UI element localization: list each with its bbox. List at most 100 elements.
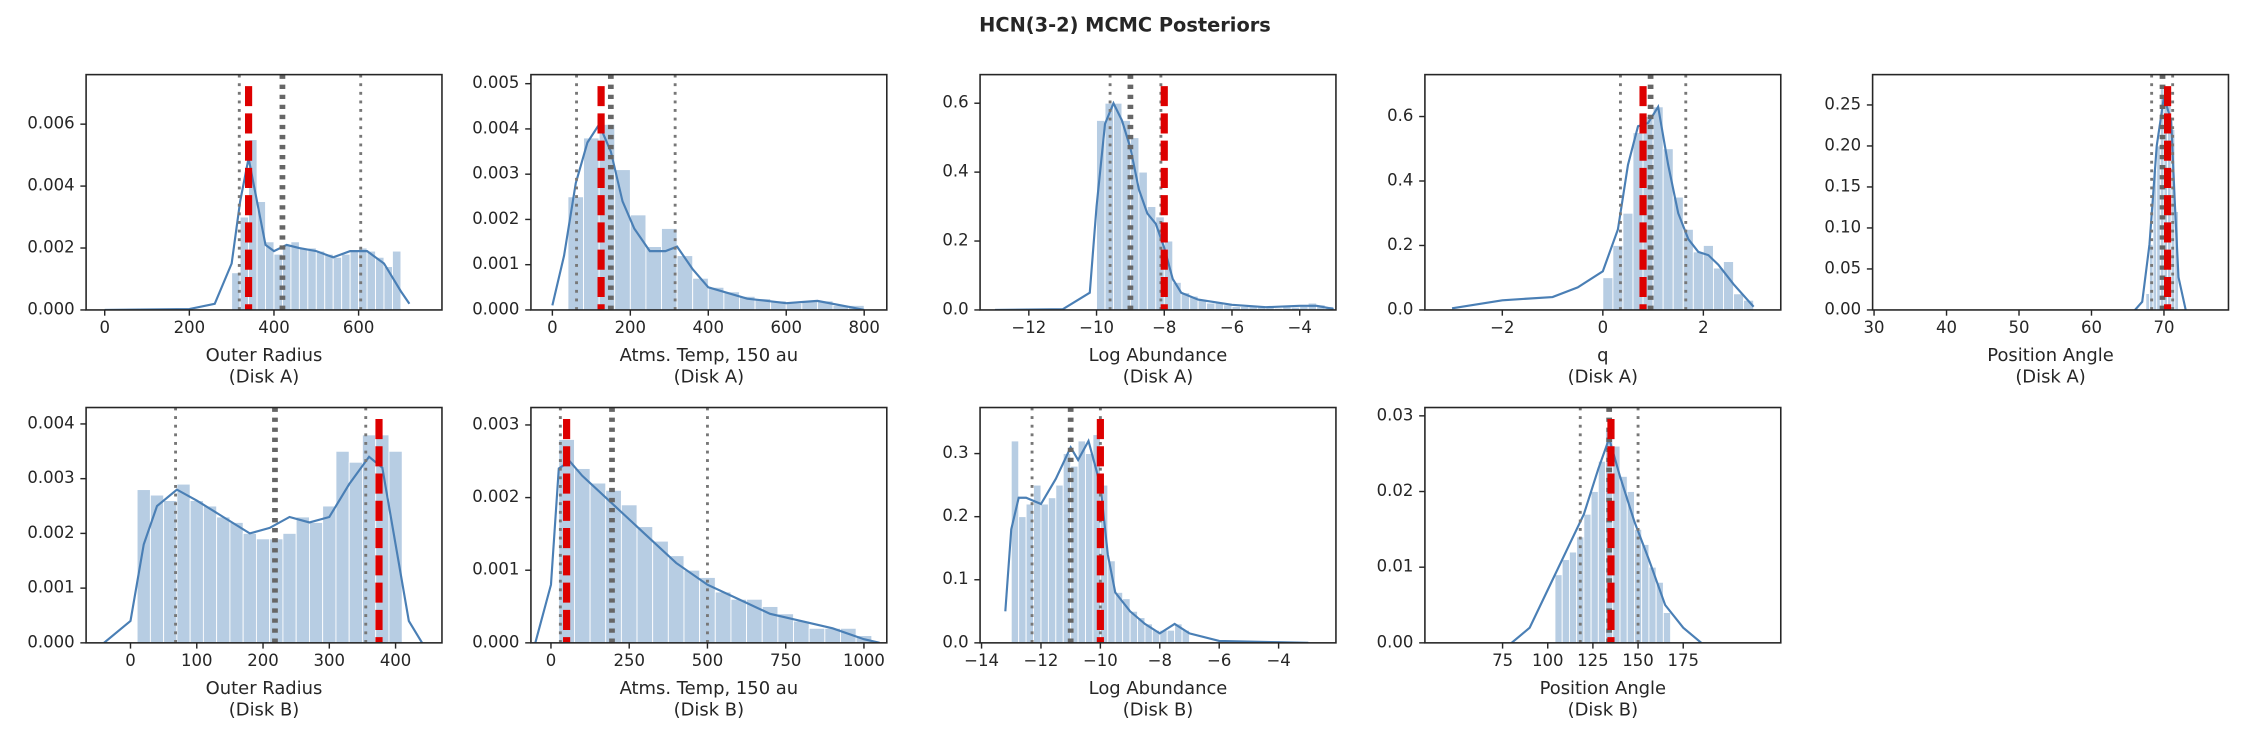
y-tick-label: 0.3 (942, 443, 968, 462)
y-tick-label: 0.05 (1824, 258, 1861, 277)
y-tick-label: 0.0 (942, 299, 968, 318)
y-tick-label: 0.000 (472, 299, 519, 318)
axes-frame (85, 406, 443, 644)
hist-bar (189, 500, 204, 643)
x-tick-label: −6 (1207, 651, 1231, 670)
axes-frame (530, 406, 888, 644)
x-axis-label: (Disk A) (1568, 366, 1638, 387)
y-tick-label: 0.000 (27, 299, 74, 318)
x-tick-label: −12 (1011, 318, 1046, 337)
x-tick-label: 1000 (843, 651, 885, 670)
x-tick-label: 600 (770, 318, 802, 337)
x-axis-label: Log Abundance (1089, 678, 1228, 699)
x-axis-label: q (1597, 345, 1608, 366)
x-tick-label: 150 (1622, 651, 1654, 670)
kde-line (534, 459, 880, 643)
hist-bar (652, 540, 669, 643)
hist-bar (176, 483, 191, 643)
hist-bar (1018, 516, 1027, 643)
kde-line (103, 455, 424, 643)
hist-bar (383, 266, 393, 310)
hist-bar (1619, 475, 1628, 643)
hist-bar (589, 482, 607, 643)
hist-bar (308, 522, 324, 643)
y-tick-label: 0.2 (1387, 235, 1413, 254)
hist-bar (341, 253, 351, 310)
hist-bar (307, 247, 317, 310)
subplot: −12 −10 −8 −6 −4 0.0 0.2 0.4 0.6 Log Abundance(Di… (942, 73, 1337, 387)
x-tick-label: 0 (547, 318, 558, 337)
y-tick-label: 0.4 (942, 162, 968, 181)
x-tick-label: 200 (615, 318, 647, 337)
x-tick-label: 100 (181, 651, 213, 670)
subplot: 75 100 125 150 175 0.00 0.01 0.02 0.03 Position A… (1377, 405, 1782, 720)
figure-title: HCN(3-2) MCMC Posteriors (979, 13, 1271, 36)
y-tick-label: 0.6 (1387, 106, 1413, 125)
y-tick-label: 0.00 (1824, 299, 1861, 318)
hist-bar (1662, 612, 1672, 643)
x-axis-label: Position Angle (1540, 678, 1666, 699)
x-tick-label: 200 (174, 318, 206, 337)
hist-bar (1723, 261, 1734, 310)
y-tick-label: 0.0 (1387, 299, 1413, 318)
hist-bar (1096, 120, 1106, 310)
x-tick-label: 0 (125, 651, 136, 670)
axes-frame (1424, 406, 1782, 644)
plot-area (551, 74, 865, 310)
x-tick-label: 50 (2009, 318, 2030, 337)
y-tick-label: 0.01 (1377, 557, 1414, 576)
y-tick-label: 0.002 (27, 523, 74, 542)
hist-bar (614, 169, 631, 310)
hist-bar (1561, 559, 1570, 643)
hist-bar (366, 250, 376, 310)
hist-bar (1662, 148, 1674, 310)
hist-bar (808, 627, 826, 643)
x-axis-label: (Disk A) (1123, 366, 1193, 387)
y-tick-label: 0.001 (472, 254, 519, 273)
y-tick-label: 0.6 (942, 93, 968, 112)
x-tick-label: 800 (848, 318, 880, 337)
y-tick-label: 0.00 (1377, 632, 1414, 651)
hist-bar (730, 598, 748, 643)
y-tick-label: 0.005 (472, 73, 519, 92)
hist-bar (1682, 228, 1694, 310)
plot-area (1004, 407, 1309, 643)
hist-bar (324, 253, 334, 310)
subplot: −2 0 2 0.0 0.2 0.4 0.6 q(Disk A) (1387, 73, 1782, 387)
hist-bar (1070, 465, 1079, 643)
hist-bar (1085, 453, 1094, 643)
x-tick-label: 750 (770, 651, 802, 670)
hist-bar (349, 250, 360, 310)
hist-bar (242, 532, 257, 643)
y-tick-label: 0.15 (1824, 176, 1861, 195)
hist-bar (1568, 551, 1578, 643)
y-tick-label: 0.2 (942, 231, 968, 250)
x-axis-label: (Disk A) (229, 366, 299, 387)
y-tick-label: 0.003 (472, 164, 519, 183)
y-tick-label: 0.001 (472, 560, 519, 579)
hist-bar (255, 538, 271, 643)
y-tick-label: 0.20 (1824, 135, 1861, 154)
hist-bar (1602, 277, 1614, 310)
hist-bar (216, 516, 231, 643)
hist-bar (1010, 440, 1020, 643)
hist-bar (298, 247, 309, 310)
hist-bar (1554, 574, 1563, 643)
x-tick-label: −12 (1024, 651, 1059, 670)
x-tick-label: 0 (99, 318, 110, 337)
hist-bar (202, 505, 218, 643)
y-tick-label: 0.000 (472, 632, 519, 651)
y-tick-label: 0.0 (942, 632, 968, 651)
subplot: 30 40 50 60 70 0.00 0.05 0.10 0.15 0.20 0.25 Positi… (1824, 73, 2230, 387)
plot-area (1510, 407, 1702, 643)
x-axis-label: Outer Radius (206, 345, 323, 366)
x-tick-label: 175 (1667, 651, 1699, 670)
x-tick-label: 75 (1492, 651, 1513, 670)
plot-area (994, 74, 1334, 310)
hist-bar (1733, 293, 1745, 310)
hist-bar (348, 461, 363, 643)
kde-line (1004, 438, 1309, 643)
hist-bar (683, 569, 701, 643)
x-axis-label: (Disk B) (1568, 699, 1638, 720)
